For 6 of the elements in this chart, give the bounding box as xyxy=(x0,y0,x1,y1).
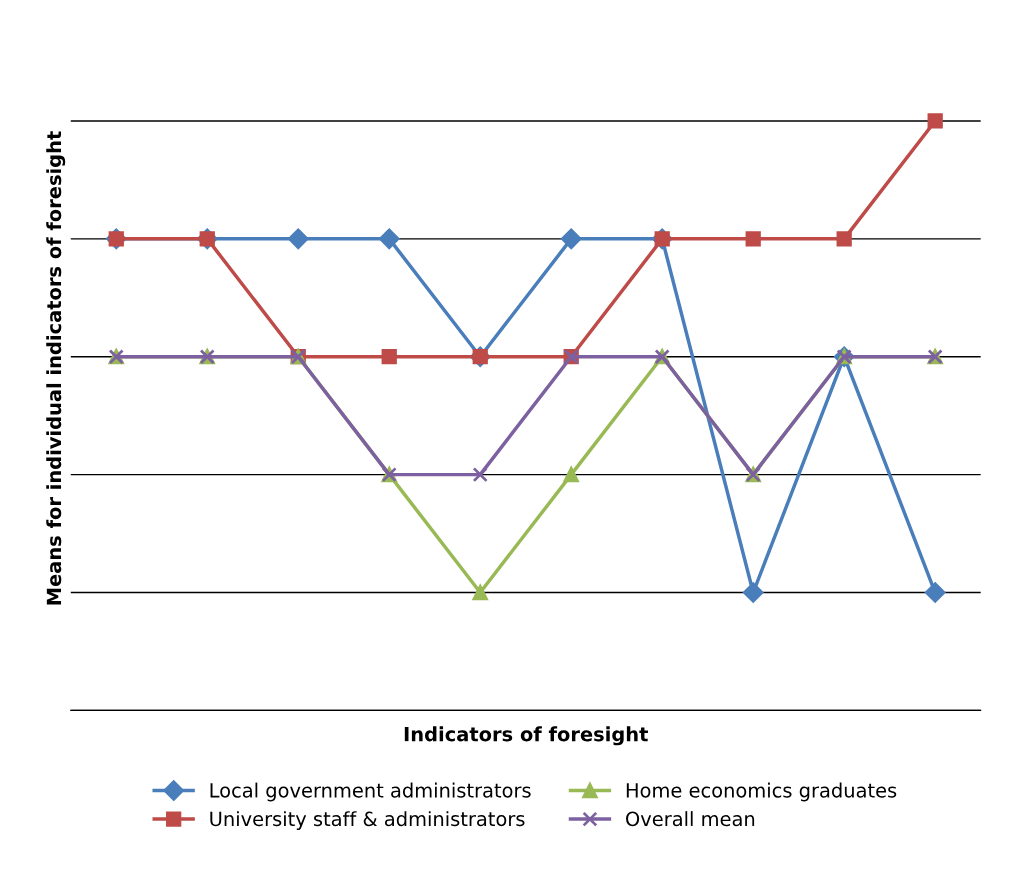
legend-label: Home economics graduates xyxy=(626,782,897,802)
legend-label: University staff & administrators xyxy=(210,811,525,830)
legend-label: Local government administrators xyxy=(210,782,531,802)
x-axis-title: Indicators of foresight xyxy=(404,726,648,746)
legend-label: Overall mean xyxy=(626,811,755,827)
y-axis-title: Means for individual indicators of foresight xyxy=(46,131,66,605)
